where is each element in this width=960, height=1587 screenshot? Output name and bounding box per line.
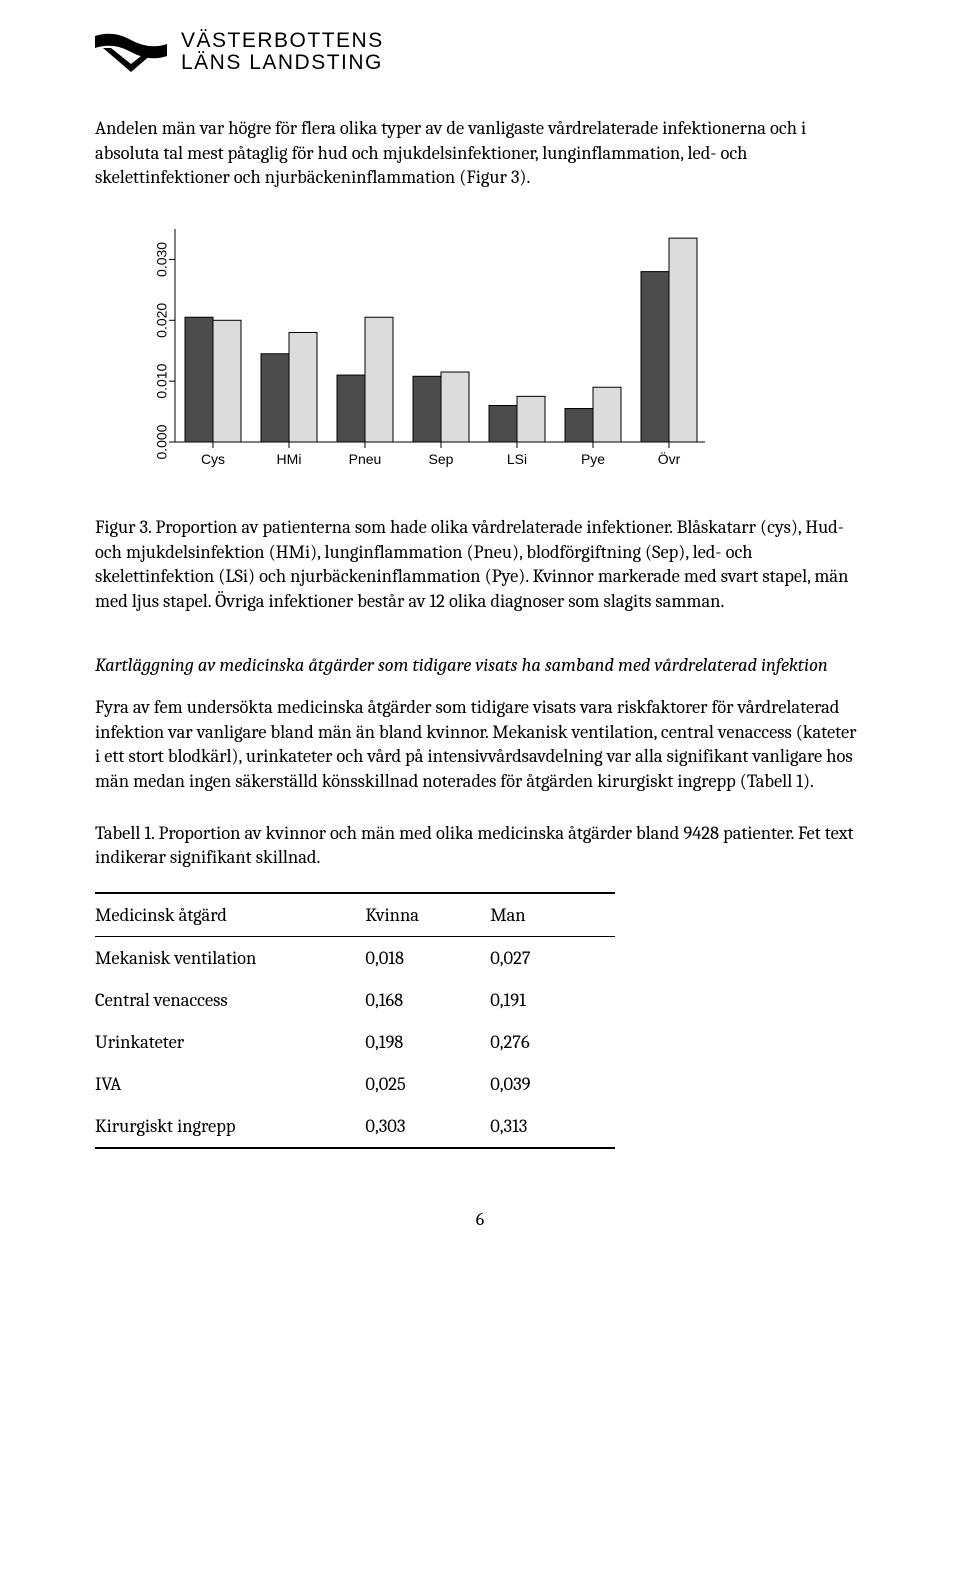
figure-3-caption: Figur 3. Proportion av patienterna som h… — [95, 515, 865, 613]
svg-text:Pneu: Pneu — [349, 451, 382, 467]
section-heading: Kartläggning av medicinska åtgärder som … — [95, 653, 865, 677]
cell-man: 0,039 — [490, 1063, 615, 1105]
cell-man: 0,276 — [490, 1021, 615, 1063]
cell-kvinna: 0,168 — [365, 979, 490, 1021]
cell-man: 0,027 — [490, 936, 615, 979]
svg-text:0.030: 0.030 — [154, 242, 170, 277]
cell-label: IVA — [95, 1063, 365, 1105]
cell-man: 0,191 — [490, 979, 615, 1021]
cell-label: Central venaccess — [95, 979, 365, 1021]
org-header: VÄSTERBOTTENS LÄNS LANDSTING — [95, 30, 865, 74]
table-row: Mekanisk ventilation0,0180,027 — [95, 936, 615, 979]
org-line-1: VÄSTERBOTTENS — [181, 30, 384, 52]
table-row: Kirurgiskt ingrepp0,3030,313 — [95, 1105, 615, 1148]
cell-label: Urinkateter — [95, 1021, 365, 1063]
cell-kvinna: 0,303 — [365, 1105, 490, 1148]
cell-man: 0,313 — [490, 1105, 615, 1148]
vasterbottens-logo-icon — [95, 32, 167, 72]
svg-text:Pye: Pye — [581, 451, 605, 467]
svg-text:0.000: 0.000 — [154, 425, 170, 460]
paragraph-2: Fyra av fem undersökta medicinska åtgärd… — [95, 695, 865, 793]
cell-kvinna: 0,025 — [365, 1063, 490, 1105]
org-name: VÄSTERBOTTENS LÄNS LANDSTING — [181, 30, 384, 74]
table-header-row: Medicinsk åtgärd Kvinna Man — [95, 893, 615, 937]
table-row: Central venaccess0,1680,191 — [95, 979, 615, 1021]
paragraph-1: Andelen män var högre för flera olika ty… — [95, 116, 865, 189]
cell-kvinna: 0,018 — [365, 936, 490, 979]
figure-3-chart: 0.000 0.010 0.020 0.030 Cys HMi Pneu Sep LSi Pye Ö… — [95, 217, 865, 477]
table-1-title: Tabell 1. Proportion av kvinnor och män … — [95, 821, 865, 870]
page-number: 6 — [95, 1209, 865, 1230]
cell-kvinna: 0,198 — [365, 1021, 490, 1063]
document-page: VÄSTERBOTTENS LÄNS LANDSTING Andelen män… — [0, 0, 960, 1270]
svg-text:LSi: LSi — [507, 451, 527, 467]
cell-label: Kirurgiskt ingrepp — [95, 1105, 365, 1148]
svg-text:0.010: 0.010 — [154, 364, 170, 399]
col-header-kvinna: Kvinna — [365, 893, 490, 937]
bar-chart-svg: 0.000 0.010 0.020 0.030 Cys HMi Pneu Sep LSi Pye Ö… — [95, 217, 715, 477]
table-1: Medicinsk åtgärd Kvinna Man Mekanisk ven… — [95, 892, 615, 1149]
table-row: IVA0,0250,039 — [95, 1063, 615, 1105]
org-line-2: LÄNS LANDSTING — [181, 52, 384, 74]
svg-text:HMi: HMi — [277, 451, 302, 467]
svg-text:Övr: Övr — [658, 450, 681, 467]
cell-label: Mekanisk ventilation — [95, 936, 365, 979]
svg-text:0.020: 0.020 — [154, 303, 170, 338]
svg-text:Cys: Cys — [201, 451, 225, 467]
col-header-label: Medicinsk åtgärd — [95, 893, 365, 937]
col-header-man: Man — [490, 893, 615, 937]
table-row: Urinkateter0,1980,276 — [95, 1021, 615, 1063]
svg-text:Sep: Sep — [429, 451, 454, 467]
